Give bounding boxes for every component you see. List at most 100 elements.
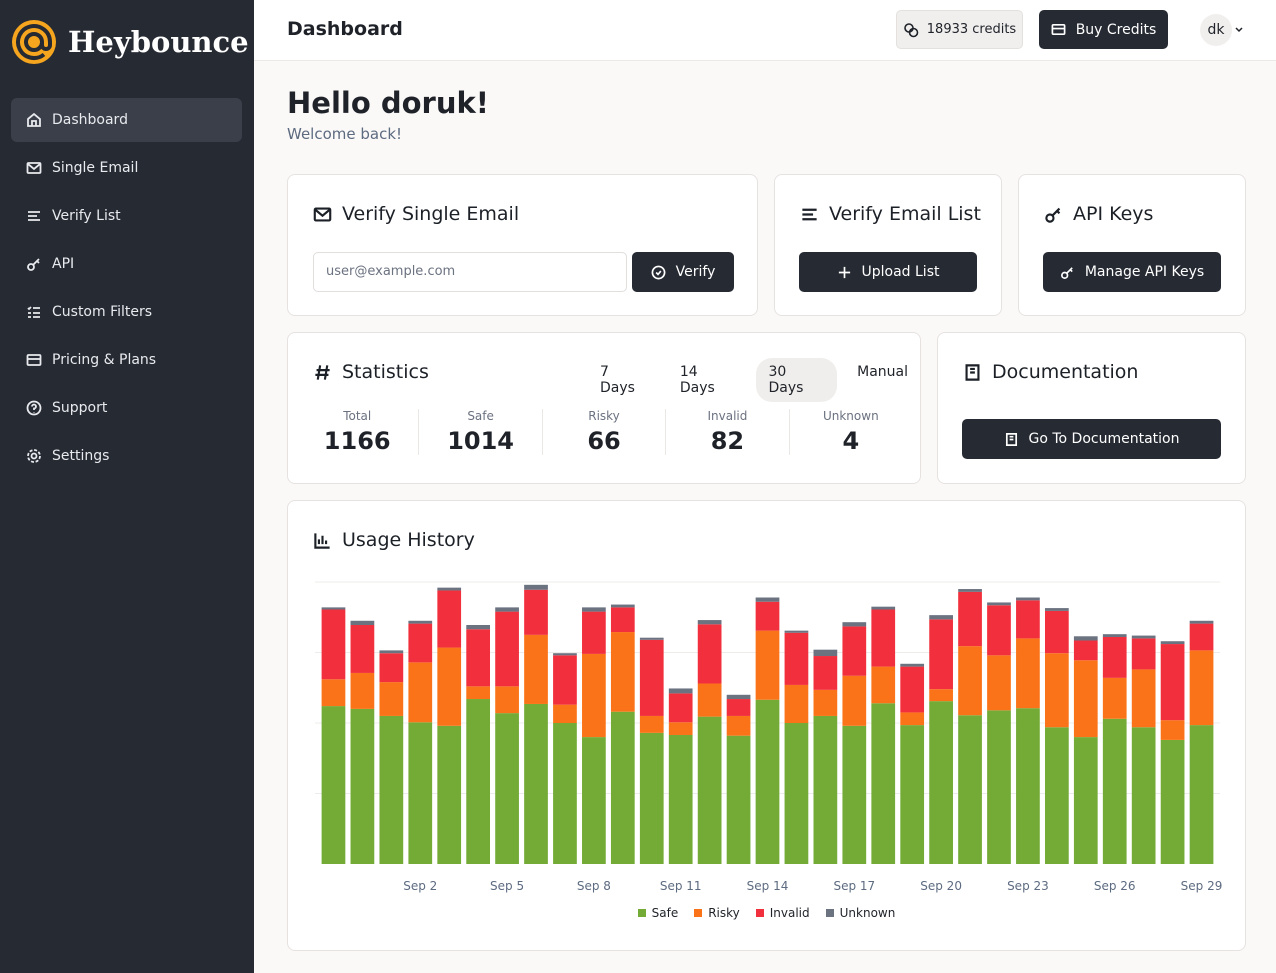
bar-segment — [321, 679, 346, 707]
bar-segment — [1160, 641, 1185, 645]
bar-segment — [495, 686, 519, 714]
bar-segment — [610, 711, 635, 864]
bar-segment — [871, 666, 896, 704]
bar-segment — [1102, 718, 1127, 864]
bar-segment — [958, 591, 982, 647]
legend-swatch — [755, 909, 764, 917]
nav-label: Single Email — [52, 160, 139, 176]
bar-segment — [1189, 623, 1214, 651]
avatar[interactable]: dk — [1200, 14, 1232, 46]
legend-swatch — [694, 909, 703, 917]
stat-value: 1166 — [323, 427, 391, 455]
bar-segment — [437, 590, 462, 648]
button-label: Go To Documentation — [1028, 431, 1180, 447]
card-title: Verify Email List — [829, 203, 981, 225]
verify-button[interactable]: Verify — [632, 252, 734, 292]
bar-segment — [553, 653, 577, 656]
nav-item[interactable]: Custom Filters — [11, 290, 242, 334]
card-title: Statistics — [342, 361, 429, 383]
email-input[interactable]: user@example.com — [313, 252, 627, 292]
range-tab[interactable]: 14 Days — [679, 364, 715, 396]
chart-title: Usage History — [342, 529, 475, 551]
documentation-card: Documentation Go To Documentation — [937, 332, 1246, 484]
card-title: Verify Single Email — [342, 203, 520, 225]
bar-segment — [524, 703, 548, 864]
manage-keys-button[interactable]: Manage API Keys — [1043, 252, 1221, 292]
bar-segment — [1073, 660, 1098, 738]
stat-label: Total — [343, 409, 372, 423]
bar-segment — [813, 715, 838, 864]
stat-label: Invalid — [707, 409, 748, 423]
bar-segment — [553, 704, 577, 723]
x-tick-label: Sep 29 — [1181, 879, 1223, 893]
bar-segment — [958, 589, 982, 592]
nav-label: Custom Filters — [52, 304, 153, 320]
bar-segment — [1189, 725, 1214, 864]
stat-value: 82 — [710, 427, 745, 455]
nav-label: Settings — [52, 448, 110, 464]
legend-item[interactable]: Unknown — [825, 906, 895, 920]
bar-segment — [668, 722, 693, 735]
range-tab[interactable]: 7 Days — [600, 364, 635, 396]
bar-segment — [668, 688, 693, 694]
legend-item[interactable]: Invalid — [755, 906, 810, 920]
bar-segment — [668, 693, 693, 723]
bar-segment — [1189, 650, 1214, 726]
bar-segment — [1073, 636, 1098, 641]
api-keys-card: API Keys Manage API Keys — [1018, 174, 1246, 316]
chevron[interactable] — [1234, 25, 1244, 35]
upload-list-button[interactable]: Upload List — [799, 252, 977, 292]
bar-segment — [437, 647, 462, 726]
bar-segment — [582, 607, 606, 612]
x-tick-label: Sep 20 — [920, 879, 962, 893]
bar-segment — [524, 589, 548, 635]
bar-segment — [697, 620, 722, 625]
verify-list-card: Verify Email List Upload List — [774, 174, 1002, 316]
buy-credits-button[interactable]: Buy Credits — [1039, 10, 1168, 49]
legend-item[interactable]: Safe — [637, 906, 678, 920]
stat-label: Risky — [588, 409, 620, 423]
bar-segment — [987, 710, 1011, 864]
bar-segment — [1131, 727, 1156, 864]
sidebar: Heybounce Dashboard Single Email Verify … — [0, 0, 254, 973]
nav-item[interactable]: Verify List — [11, 194, 242, 238]
nav-item[interactable]: Pricing & Plans — [11, 338, 242, 382]
bar-segment — [379, 653, 404, 683]
top-bar: Dashboard 18933 credits Buy Credits dk — [254, 0, 1276, 61]
button-label: Verify — [675, 264, 716, 280]
bar-segment — [553, 655, 577, 705]
bar-segment — [726, 699, 751, 716]
x-tick-label: Sep 26 — [1094, 879, 1136, 893]
welcome: Welcome back! — [287, 125, 403, 143]
bar-segment — [1102, 677, 1127, 719]
nav-item[interactable]: Settings — [11, 434, 242, 478]
bar-segment — [639, 715, 664, 733]
bar-segment — [697, 683, 722, 717]
bar-segment — [1044, 608, 1069, 611]
brand-name: Heybounce — [68, 25, 249, 59]
legend: Safe Risky Invalid Unknown — [288, 906, 1245, 920]
nav-label: Dashboard — [52, 112, 128, 128]
nav-item[interactable]: Single Email — [11, 146, 242, 190]
bar-segment — [987, 655, 1011, 711]
range-tab[interactable]: Manual — [857, 364, 908, 380]
nav-label: Pricing & Plans — [52, 352, 157, 368]
nav-item[interactable]: Dashboard — [11, 98, 242, 142]
bar-segment — [1131, 638, 1156, 670]
bar-segment — [610, 632, 635, 712]
bar-segment — [929, 701, 953, 864]
nav-item[interactable]: API — [11, 242, 242, 286]
x-tick-label: Sep 8 — [577, 879, 611, 893]
page-title: Dashboard — [287, 18, 403, 40]
bar-segment — [987, 602, 1011, 606]
brand: Heybounce — [12, 20, 249, 64]
bar-segment — [842, 675, 867, 726]
bar-segment — [784, 723, 809, 864]
legend-item[interactable]: Risky — [694, 906, 740, 920]
bar-segment — [408, 620, 433, 624]
bar-segment — [842, 725, 867, 864]
nav-item[interactable]: Support — [11, 386, 242, 430]
stat-value: 1014 — [447, 427, 514, 455]
range-tab[interactable]: 30 Days — [756, 358, 838, 402]
documentation-button[interactable]: Go To Documentation — [962, 419, 1221, 459]
